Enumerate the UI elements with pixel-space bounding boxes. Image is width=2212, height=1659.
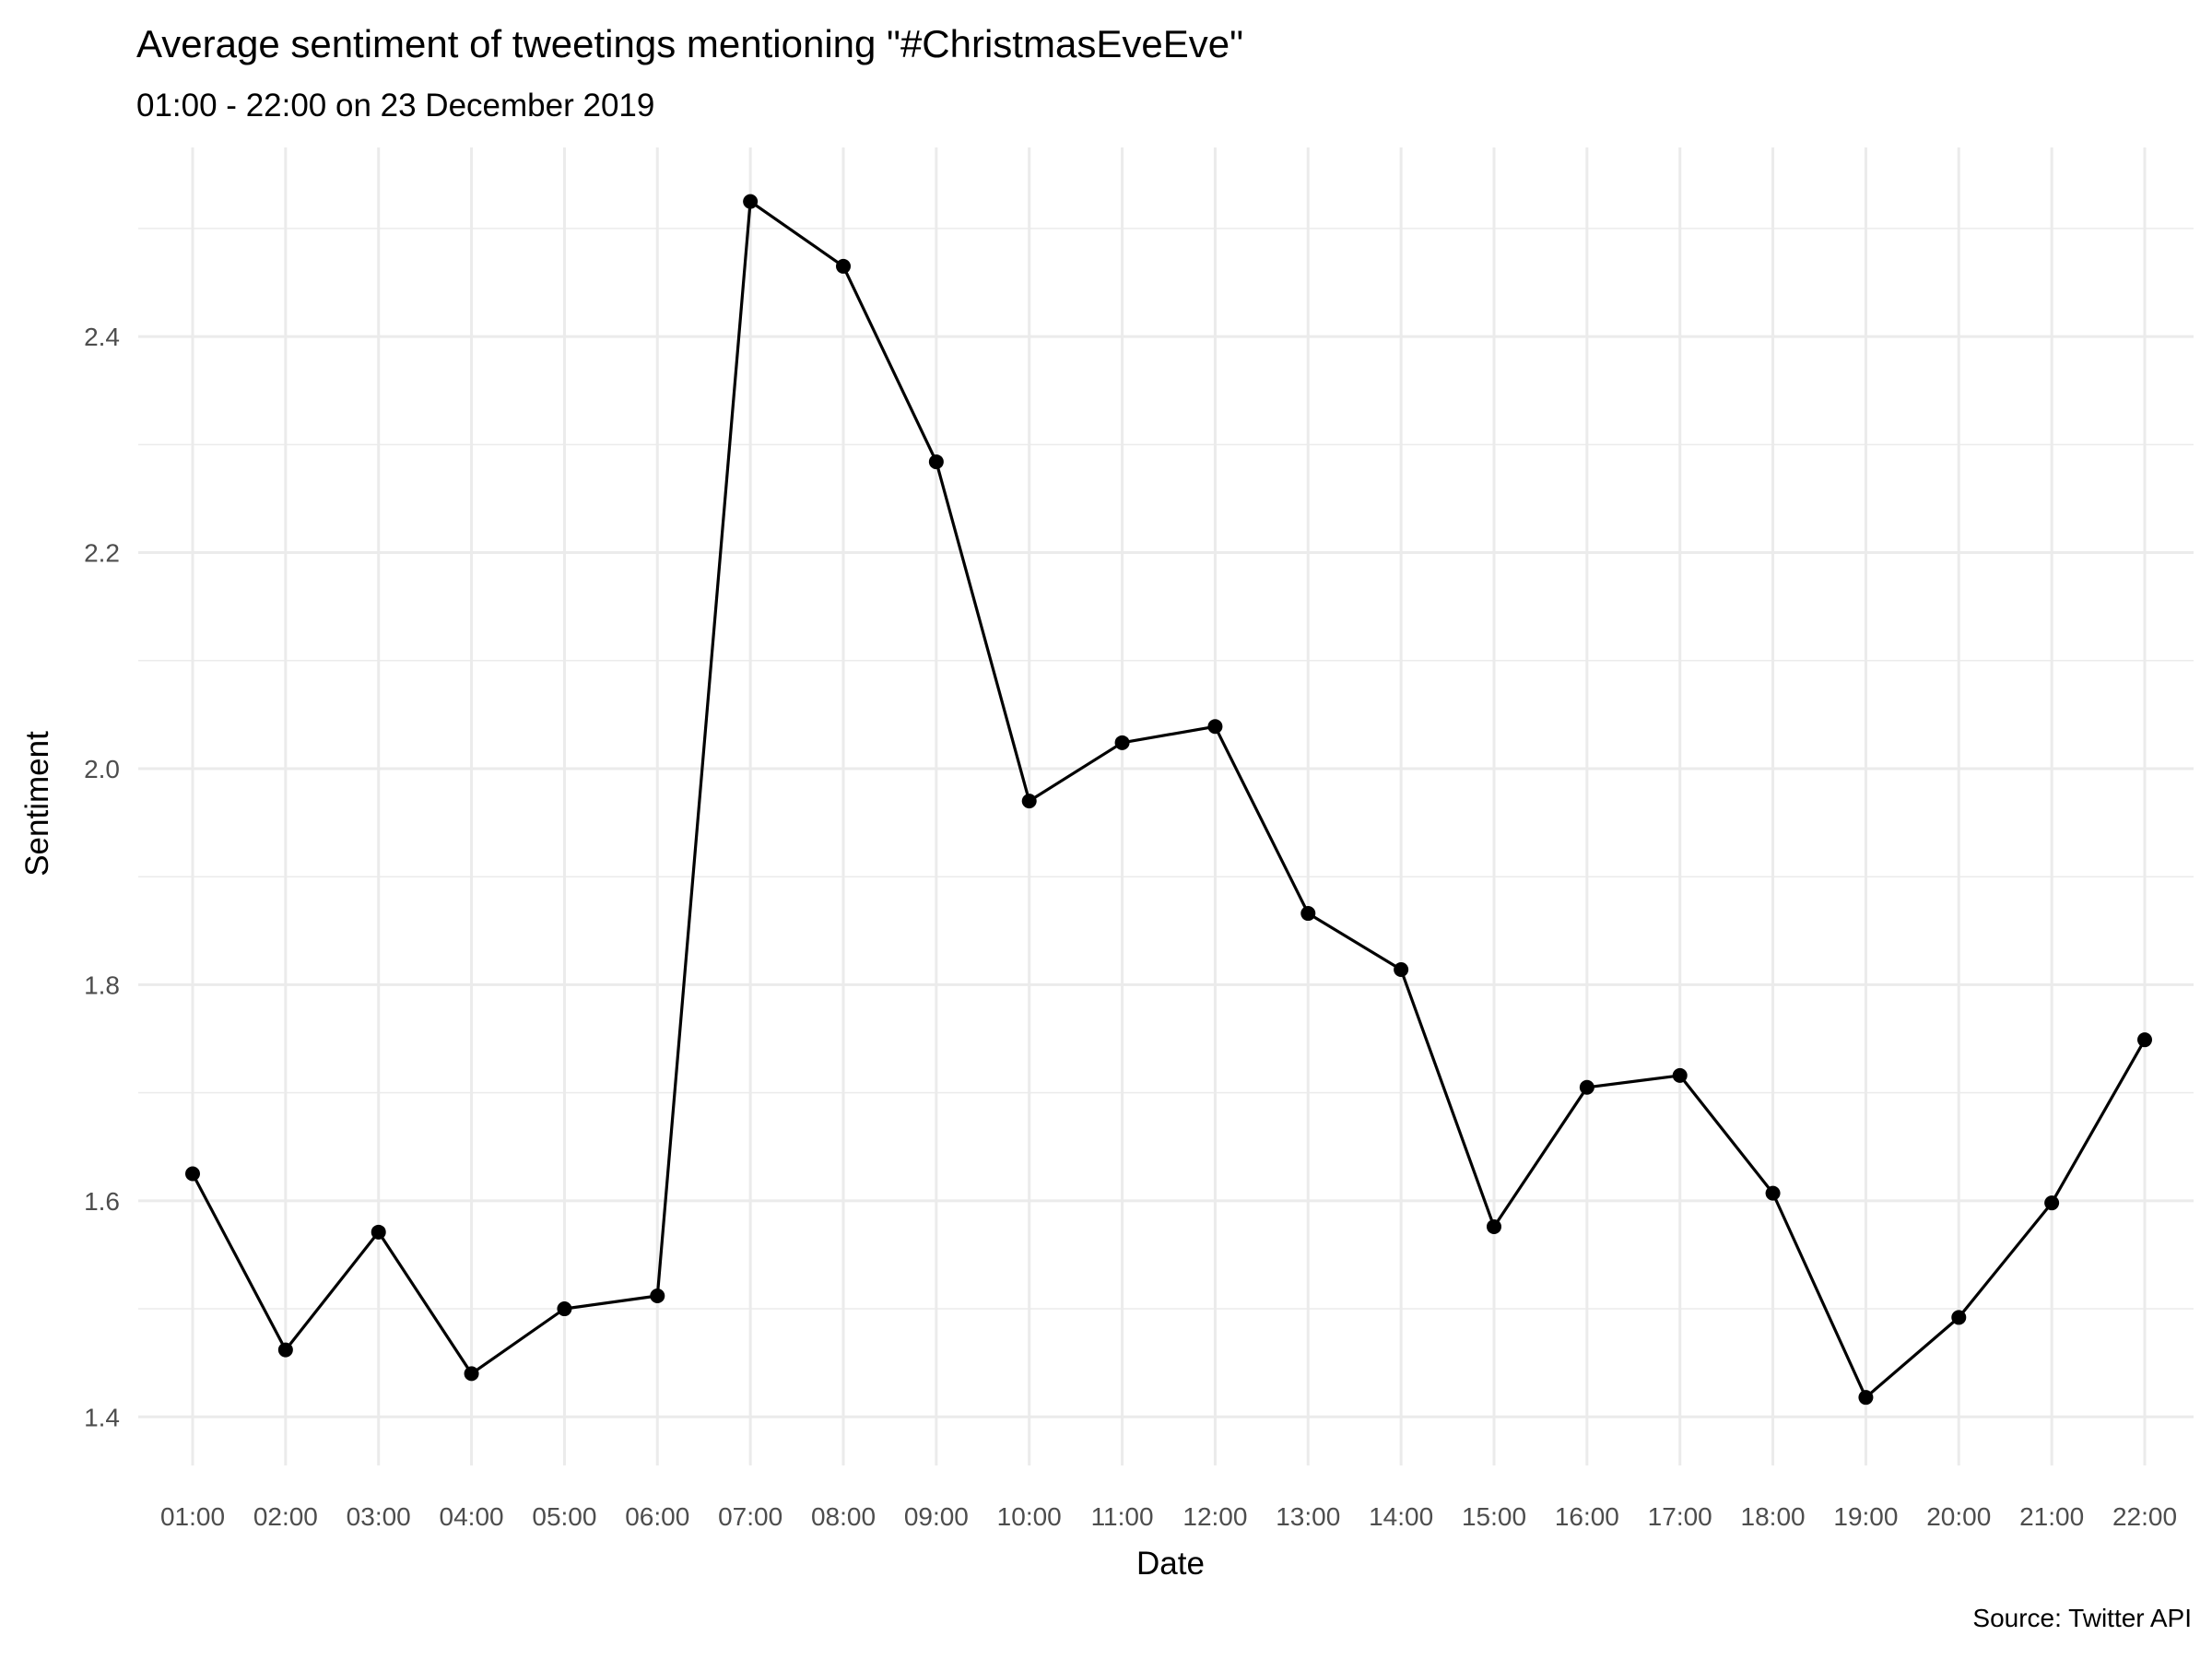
y-tick-label: 1.4 bbox=[84, 1403, 120, 1431]
data-point-0800 bbox=[836, 258, 851, 274]
y-axis-title: Sentiment bbox=[19, 731, 55, 877]
x-tick-label: 21:00 bbox=[2019, 1502, 2084, 1531]
data-point-0400 bbox=[464, 1366, 479, 1382]
x-tick-label: 17:00 bbox=[1648, 1502, 1712, 1531]
y-tick-label: 1.8 bbox=[84, 971, 120, 999]
chart-title: Average sentiment of tweetings mentionin… bbox=[136, 22, 1243, 65]
x-tick-label: 03:00 bbox=[347, 1502, 411, 1531]
data-point-1200 bbox=[1207, 719, 1223, 735]
x-tick-label: 18:00 bbox=[1741, 1502, 1806, 1531]
data-point-0200 bbox=[277, 1342, 293, 1358]
x-tick-label: 13:00 bbox=[1276, 1502, 1340, 1531]
data-point-2000 bbox=[1951, 1310, 1967, 1325]
x-tick-label: 08:00 bbox=[811, 1502, 876, 1531]
x-tick-label: 11:00 bbox=[1091, 1502, 1154, 1531]
x-tick-label: 02:00 bbox=[253, 1502, 318, 1531]
y-tick-label: 1.6 bbox=[84, 1187, 120, 1216]
data-point-0600 bbox=[650, 1288, 665, 1303]
data-point-2100 bbox=[2044, 1195, 2060, 1211]
chart-caption: Source: Twitter API bbox=[1972, 1604, 2192, 1632]
x-tick-label: 22:00 bbox=[2112, 1502, 2177, 1531]
x-tick-label: 09:00 bbox=[904, 1502, 969, 1531]
data-point-0900 bbox=[928, 454, 944, 470]
data-point-1100 bbox=[1114, 735, 1130, 750]
data-point-1300 bbox=[1300, 906, 1316, 922]
x-tick-label: 16:00 bbox=[1555, 1502, 1619, 1531]
y-tick-label: 2.4 bbox=[84, 323, 120, 351]
x-tick-label: 12:00 bbox=[1182, 1502, 1247, 1531]
x-tick-label: 01:00 bbox=[160, 1502, 225, 1531]
x-tick-label: 15:00 bbox=[1462, 1502, 1526, 1531]
data-point-1500 bbox=[1487, 1218, 1501, 1234]
data-point-1700 bbox=[1672, 1067, 1688, 1083]
series-line bbox=[191, 200, 2147, 1399]
x-tick-label: 14:00 bbox=[1369, 1502, 1433, 1531]
x-tick-label: 07:00 bbox=[718, 1502, 782, 1531]
y-tick-label: 2.0 bbox=[84, 755, 120, 783]
grid-lines bbox=[138, 147, 2194, 1465]
data-point-0100 bbox=[185, 1166, 200, 1182]
x-tick-label: 10:00 bbox=[997, 1502, 1062, 1531]
x-axis-ticks: 01:00 02:00 03:00 04:00 05:00 06:00 07:00 08:00… bbox=[160, 1502, 2177, 1531]
x-tick-label: 06:00 bbox=[625, 1502, 689, 1531]
data-points bbox=[185, 194, 2152, 1406]
y-axis-ticks: 1.4 1.6 1.8 2.0 2.2 2.4 bbox=[84, 323, 120, 1431]
chart-subtitle: 01:00 - 22:00 on 23 December 2019 bbox=[136, 88, 654, 124]
x-tick-label: 05:00 bbox=[532, 1502, 596, 1531]
data-point-0700 bbox=[743, 194, 759, 209]
data-point-1400 bbox=[1394, 961, 1409, 977]
data-point-0300 bbox=[371, 1224, 386, 1240]
data-point-1600 bbox=[1579, 1079, 1594, 1095]
data-point-2200 bbox=[2137, 1032, 2152, 1048]
x-tick-label: 04:00 bbox=[440, 1502, 504, 1531]
x-axis-title: Date bbox=[1136, 1546, 1205, 1582]
x-tick-label: 19:00 bbox=[1833, 1502, 1898, 1531]
x-tick-label: 20:00 bbox=[1926, 1502, 1991, 1531]
data-point-1000 bbox=[1021, 794, 1037, 809]
data-point-1900 bbox=[1858, 1390, 1874, 1406]
y-tick-label: 2.2 bbox=[84, 539, 120, 568]
data-point-0500 bbox=[557, 1301, 572, 1317]
data-point-1800 bbox=[1765, 1185, 1781, 1201]
